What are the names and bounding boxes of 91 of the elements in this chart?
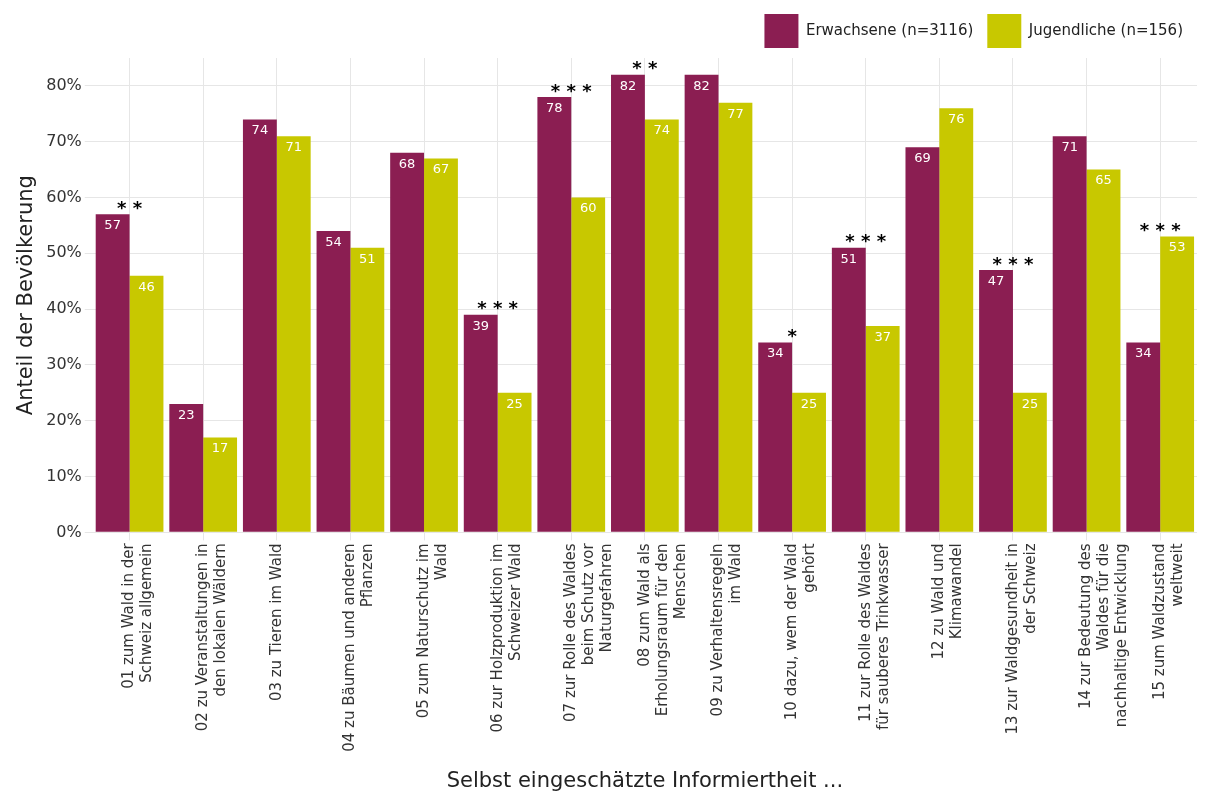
bar <box>758 342 793 532</box>
annotation: * * * <box>845 230 887 252</box>
bar <box>129 275 164 532</box>
y-tick-label: 30% <box>46 354 82 374</box>
bar <box>718 102 753 532</box>
bar <box>316 231 351 532</box>
data-label: 60 <box>579 200 597 216</box>
bar <box>792 392 826 532</box>
x-tick-label: 03 zu Tieren im Wald <box>266 543 285 702</box>
data-label: 51 <box>840 250 858 266</box>
bar <box>95 214 130 532</box>
y-axis-title: Anteil der Bevölkerung <box>13 175 38 416</box>
data-label: 25 <box>1021 395 1039 411</box>
annotation: * * <box>632 57 659 79</box>
bar <box>1012 392 1047 532</box>
y-tick-label: 50% <box>46 242 82 262</box>
x-tick-label: 13 zur Waldgesundheit in der Schweiz <box>1002 543 1039 735</box>
x-tick-label: 02 zu Veranstaltungen in den lokalen Wäldern <box>193 543 230 732</box>
data-label: 76 <box>948 111 965 127</box>
data-label: 57 <box>104 217 121 233</box>
y-tick-label: 70% <box>46 130 82 150</box>
bar <box>424 158 458 532</box>
bar <box>350 247 385 532</box>
bar <box>644 119 679 532</box>
x-tick-label: 10 dazu, wem der Wald gehört <box>782 543 818 721</box>
data-label: 82 <box>619 77 637 93</box>
y-tick-label: 80% <box>46 75 82 95</box>
legend-label: Jugendliche (n=156) <box>1027 20 1184 39</box>
data-label: 74 <box>653 122 671 138</box>
x-tick-label: 07 zur Rolle des Waldes beim Schutz vor Naturgefahren <box>561 542 616 722</box>
annotation: * * * <box>992 252 1034 274</box>
annotation: * * * <box>1139 219 1182 241</box>
x-tick-label: 09 zu Verhaltensregeln im Wald <box>708 543 745 717</box>
bar <box>939 108 974 532</box>
data-label: 34 <box>1134 345 1152 361</box>
data-label: 46 <box>138 278 155 294</box>
data-label: 34 <box>766 345 784 361</box>
bar <box>276 136 311 532</box>
data-label: 71 <box>1061 139 1078 155</box>
y-tick-label: 10% <box>46 465 82 485</box>
annotation: * * * <box>550 79 593 101</box>
bar <box>571 197 606 532</box>
data-label: 51 <box>359 250 376 266</box>
data-label: 82 <box>693 77 710 93</box>
data-label: 53 <box>1168 239 1186 255</box>
x-tick-label: 05 zum Naturschutz im Wald <box>413 543 450 719</box>
x-tick-label: 04 zu Bäumen und anderen Pflanzen <box>340 543 377 752</box>
data-label: 68 <box>398 155 416 171</box>
x-tick-label: 06 zur Holzproduktion im Schweizer Wald <box>487 543 524 733</box>
bar <box>537 97 572 532</box>
data-label: 39 <box>472 317 489 333</box>
bar <box>684 74 719 532</box>
bar <box>905 147 940 532</box>
bar <box>1086 169 1121 532</box>
y-tick-label: 0% <box>56 521 82 541</box>
y-tick-label: 60% <box>46 186 82 206</box>
data-label: 25 <box>506 395 523 411</box>
legend-label: Erwachsene (n=3116) <box>805 20 974 39</box>
bar <box>831 247 866 532</box>
data-label: 65 <box>1095 172 1112 188</box>
bar <box>169 404 204 532</box>
y-tick-label: 40% <box>46 298 82 318</box>
data-label: 71 <box>285 139 303 155</box>
data-label: 77 <box>727 105 744 121</box>
data-label: 74 <box>251 122 269 138</box>
data-label: 69 <box>914 150 931 166</box>
bar <box>463 314 498 532</box>
data-label: 23 <box>177 406 195 422</box>
annotation: * * * <box>477 297 519 319</box>
data-label: 47 <box>987 272 1005 288</box>
annotation: * <box>787 325 798 347</box>
x-tick-label: 01 zum Wald in der Schweiz allgemein <box>119 542 156 689</box>
bar <box>979 270 1013 532</box>
bar <box>390 152 425 532</box>
data-label: 37 <box>874 328 891 344</box>
bar <box>203 437 238 532</box>
y-tick-label: 20% <box>46 409 82 429</box>
annotation: * * <box>117 196 143 218</box>
bar <box>1160 236 1195 532</box>
bar <box>1126 342 1161 532</box>
bar <box>865 325 900 532</box>
x-axis-title: Selbst eingeschätzte Informiertheit ... <box>446 767 844 792</box>
data-label: 54 <box>325 233 342 249</box>
data-label: 78 <box>546 99 563 115</box>
data-label: 25 <box>800 395 818 411</box>
data-label: 17 <box>211 440 229 456</box>
data-label: 67 <box>432 161 450 177</box>
bar <box>497 392 532 532</box>
bar <box>611 74 645 532</box>
bar <box>1052 136 1087 532</box>
bar <box>242 119 277 532</box>
